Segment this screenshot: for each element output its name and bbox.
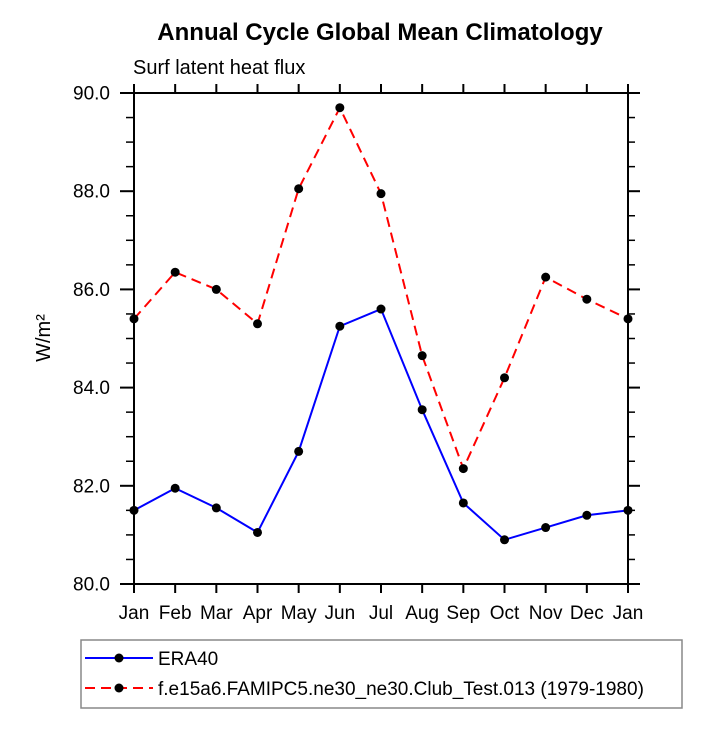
plot-frame [133, 92, 629, 585]
data-point-marker-era40 [417, 405, 427, 415]
data-point-marker-model [253, 319, 262, 329]
data-point-marker-era40 [376, 304, 386, 314]
x-tick-label: Sep [446, 603, 480, 624]
x-tick-label: Oct [490, 603, 520, 624]
data-point-marker-model [417, 351, 427, 361]
data-point-marker-model [541, 272, 551, 282]
data-point-marker-model [623, 314, 633, 324]
x-tick-label: Dec [570, 603, 604, 624]
legend: ERA40 f.e15a6.FAMIPC5.ne30_ne30.Club_Tes… [80, 639, 683, 709]
data-point-marker-model [582, 294, 592, 304]
y-tick-label: 90.0 [73, 84, 110, 105]
y-tick-label: 82.0 [73, 476, 110, 497]
data-point-marker-era40 [623, 505, 633, 515]
plot-area: 80.0 82.0 84.0 86.0 88.0 90.0 Jan Feb Mar Apr May J… [73, 84, 643, 625]
series-line-era40 [133, 307, 629, 541]
data-point-marker-era40 [129, 505, 139, 515]
data-point-marker-model [376, 189, 386, 199]
data-point-marker-model [458, 464, 468, 474]
legend-box [80, 639, 683, 709]
x-tick-label: Jul [369, 603, 393, 624]
series-line-model [133, 105, 629, 472]
x-tick-label: Jun [325, 603, 356, 624]
y-tick-label: 88.0 [73, 182, 110, 203]
x-tick-label: May [281, 603, 317, 624]
x-tick-label: Aug [405, 603, 439, 624]
chart-subtitle: Surf latent heat flux [133, 57, 305, 79]
x-tick-label: Jan [119, 603, 150, 624]
x-tick-label: Apr [243, 603, 273, 624]
data-point-marker-era40 [335, 321, 345, 331]
data-point-marker-era40 [170, 483, 180, 493]
data-point-marker-model [170, 267, 180, 277]
data-point-marker-model [211, 284, 221, 294]
y-axis-label: W/m² [33, 314, 55, 362]
x-tick-label: Mar [200, 603, 233, 624]
data-point-marker-era40 [211, 503, 221, 513]
legend-samples [85, 653, 153, 693]
legend-label-era40: ERA40 [158, 649, 218, 670]
x-tick-label: Jan [613, 603, 644, 624]
data-point-marker-era40 [458, 498, 468, 508]
data-point-marker-era40 [500, 535, 509, 545]
y-tick-label: 84.0 [73, 378, 110, 399]
data-point-marker-model [129, 314, 139, 324]
data-point-marker-model [335, 103, 345, 113]
legend-marker-sample-model [114, 683, 124, 693]
data-point-marker-model [294, 184, 304, 194]
x-tick-label: Nov [529, 603, 563, 624]
legend-marker-sample-era40 [114, 653, 124, 663]
y-tick-label: 86.0 [73, 280, 110, 301]
data-point-marker-model [500, 373, 509, 383]
legend-label-model: f.e15a6.FAMIPC5.ne30_ne30.Club_Test.013 … [158, 679, 644, 700]
data-point-marker-era40 [253, 527, 262, 537]
data-point-marker-era40 [294, 446, 304, 456]
chart-title: Annual Cycle Global Mean Climatology [157, 19, 603, 46]
x-tick-label: Feb [159, 603, 192, 624]
data-point-marker-era40 [582, 510, 592, 520]
data-point-marker-era40 [541, 523, 551, 533]
y-tick-label: 80.0 [73, 575, 110, 596]
